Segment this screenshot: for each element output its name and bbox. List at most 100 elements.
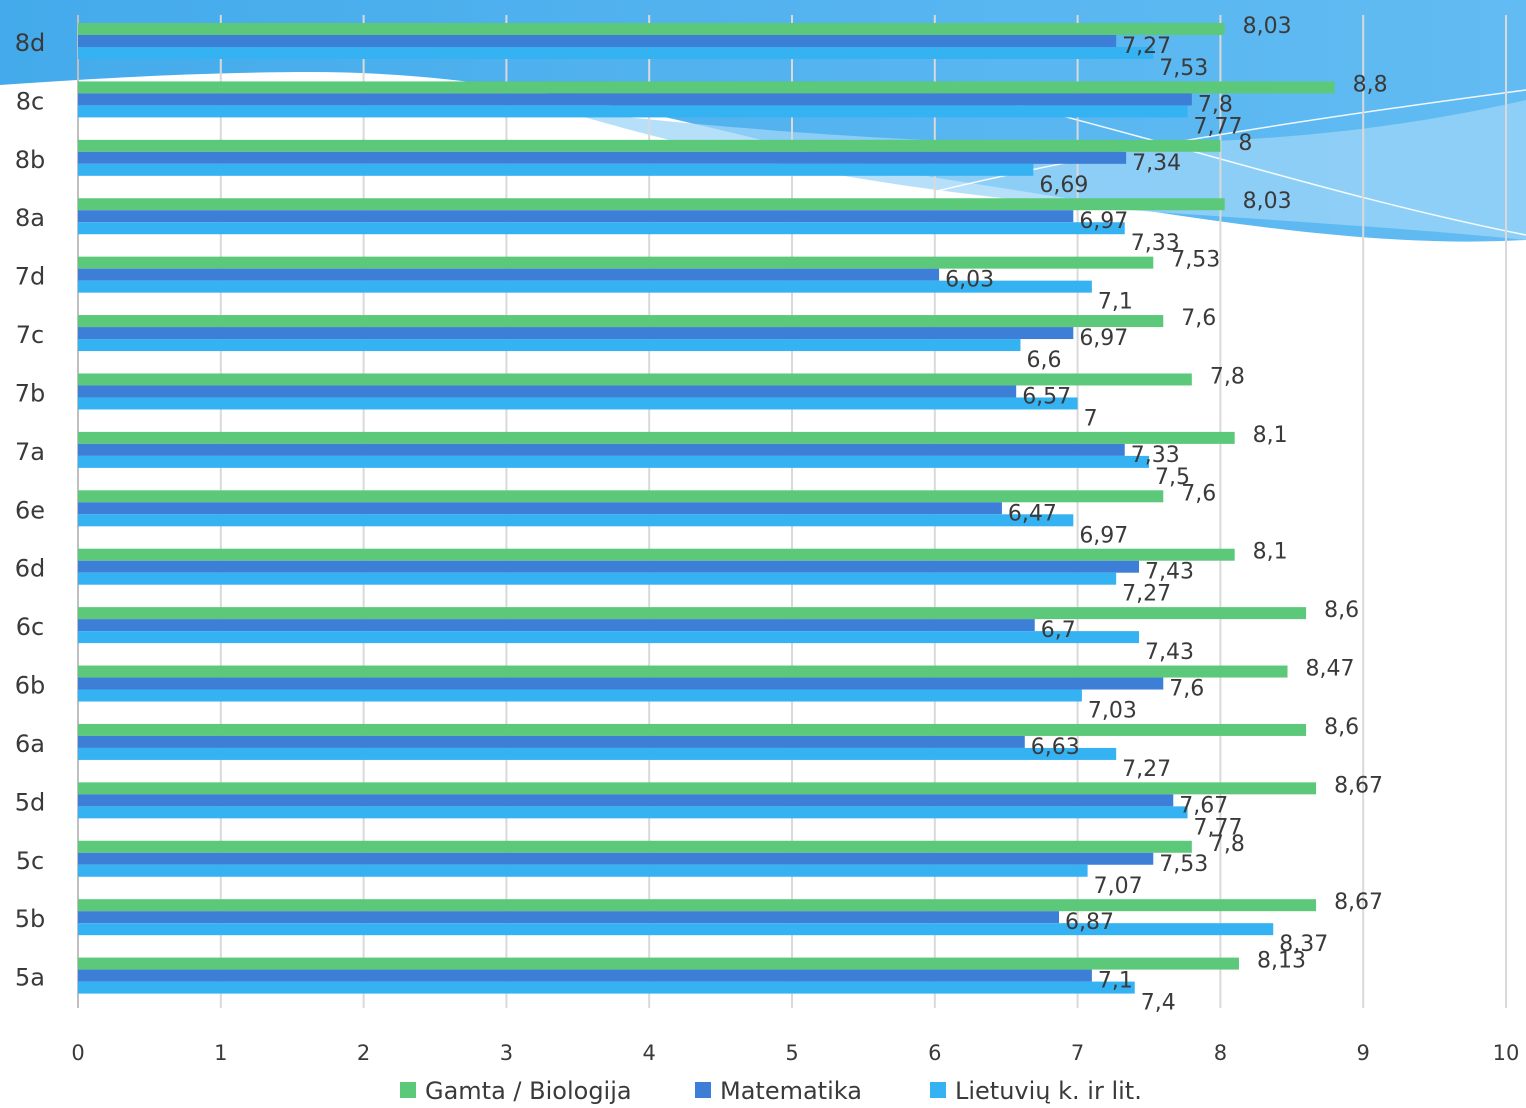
bar xyxy=(78,315,1164,328)
bar xyxy=(78,47,1154,59)
data-label: 7,53 xyxy=(1159,56,1208,81)
data-label: 7,33 xyxy=(1131,443,1180,468)
legend-label: Lietuvių k. ir lit. xyxy=(955,1077,1142,1105)
data-label: 7,27 xyxy=(1122,757,1171,782)
category-label: 6a xyxy=(15,730,45,758)
x-tick-label: 3 xyxy=(500,1041,513,1065)
category-label: 5a xyxy=(15,964,45,992)
bar xyxy=(78,443,1125,456)
category-label: 8d xyxy=(15,29,46,57)
x-axis-tick-labels: 0 1 2 3 4 5 6 7 8 9 10 xyxy=(71,1041,1519,1065)
data-label: 6,87 xyxy=(1065,910,1114,935)
bar xyxy=(78,105,1188,118)
bar xyxy=(78,151,1127,164)
x-tick-label: 0 xyxy=(71,1041,84,1065)
data-label: 7,77 xyxy=(1194,114,1243,139)
x-tick-label: 2 xyxy=(357,1041,370,1065)
data-label: 8,6 xyxy=(1324,715,1359,740)
data-label: 7,27 xyxy=(1122,582,1171,607)
data-label: 7,34 xyxy=(1132,151,1181,176)
data-label: 7,33 xyxy=(1131,231,1180,256)
data-label: 7,6 xyxy=(1181,306,1216,331)
data-label: 7,03 xyxy=(1088,699,1137,724)
data-label: 6,47 xyxy=(1008,501,1057,526)
bar xyxy=(78,327,1074,340)
bar xyxy=(78,899,1317,912)
data-label: 8 xyxy=(1238,131,1252,156)
data-label: 7,53 xyxy=(1159,852,1208,877)
bar xyxy=(78,397,1078,410)
data-label: 6,97 xyxy=(1079,209,1128,234)
bar xyxy=(78,631,1140,644)
data-label: 7,27 xyxy=(1122,34,1171,59)
bar xyxy=(78,911,1060,924)
category-label: 7a xyxy=(15,438,45,466)
bar xyxy=(78,794,1174,807)
bar xyxy=(78,840,1192,853)
bar xyxy=(78,373,1192,386)
category-label: 8a xyxy=(15,204,45,232)
data-label: 7,6 xyxy=(1169,677,1204,702)
data-label: 7,6 xyxy=(1181,481,1216,506)
data-label: 6,97 xyxy=(1079,523,1128,548)
data-label: 8,8 xyxy=(1353,72,1388,97)
category-label: 5c xyxy=(16,847,44,875)
data-label: 7,1 xyxy=(1098,290,1133,315)
legend-label: Gamta / Biologija xyxy=(425,1077,632,1105)
bar xyxy=(78,560,1140,573)
bar xyxy=(78,81,1335,94)
x-tick-label: 5 xyxy=(785,1041,798,1065)
bar xyxy=(78,210,1074,223)
category-label: 6c xyxy=(16,613,44,641)
bar xyxy=(78,619,1035,632)
data-label: 7,67 xyxy=(1179,793,1228,818)
data-label: 6,57 xyxy=(1022,384,1071,409)
data-label: 8,13 xyxy=(1257,949,1306,974)
data-label: 6,63 xyxy=(1031,735,1080,760)
bar xyxy=(78,548,1235,561)
bar xyxy=(78,981,1135,994)
data-label: 8,6 xyxy=(1324,598,1359,623)
x-tick-label: 8 xyxy=(1214,1041,1227,1065)
data-label: 6,7 xyxy=(1041,618,1076,643)
data-label: 7,07 xyxy=(1094,874,1143,899)
bar xyxy=(78,198,1225,211)
category-label: 8c xyxy=(16,87,44,115)
bar xyxy=(78,93,1192,106)
data-label: 8,37 xyxy=(1279,932,1328,957)
data-label: 6,69 xyxy=(1039,173,1088,198)
bar xyxy=(78,502,1002,515)
bar xyxy=(78,923,1274,936)
bar xyxy=(78,514,1074,527)
data-label: 8,1 xyxy=(1253,423,1288,448)
data-label: 7,43 xyxy=(1145,560,1194,585)
bar xyxy=(78,431,1235,444)
bar xyxy=(78,747,1117,760)
x-tick-label: 10 xyxy=(1493,1041,1520,1065)
data-label: 8,1 xyxy=(1253,540,1288,565)
bar xyxy=(78,139,1221,152)
data-label: 7,77 xyxy=(1194,815,1243,840)
data-label: 6,03 xyxy=(945,268,994,293)
category-label: 6b xyxy=(15,672,46,700)
bar xyxy=(78,339,1021,352)
bar xyxy=(78,806,1188,819)
data-label: 8,67 xyxy=(1334,773,1383,798)
data-label: 7 xyxy=(1084,406,1098,431)
data-label: 8,03 xyxy=(1243,189,1292,214)
bar xyxy=(78,677,1164,690)
data-label: 8,67 xyxy=(1334,890,1383,915)
bar xyxy=(78,689,1082,702)
data-label: 7,1 xyxy=(1098,969,1133,994)
bar xyxy=(78,864,1088,877)
data-label: 7,5 xyxy=(1155,465,1190,490)
data-label: 6,6 xyxy=(1026,348,1061,373)
bar xyxy=(78,222,1125,235)
category-label: 6d xyxy=(15,555,46,583)
data-label: 7,8 xyxy=(1210,832,1245,857)
bar xyxy=(78,665,1288,678)
bar xyxy=(78,607,1307,620)
bar xyxy=(78,23,1225,35)
bar xyxy=(78,852,1154,865)
